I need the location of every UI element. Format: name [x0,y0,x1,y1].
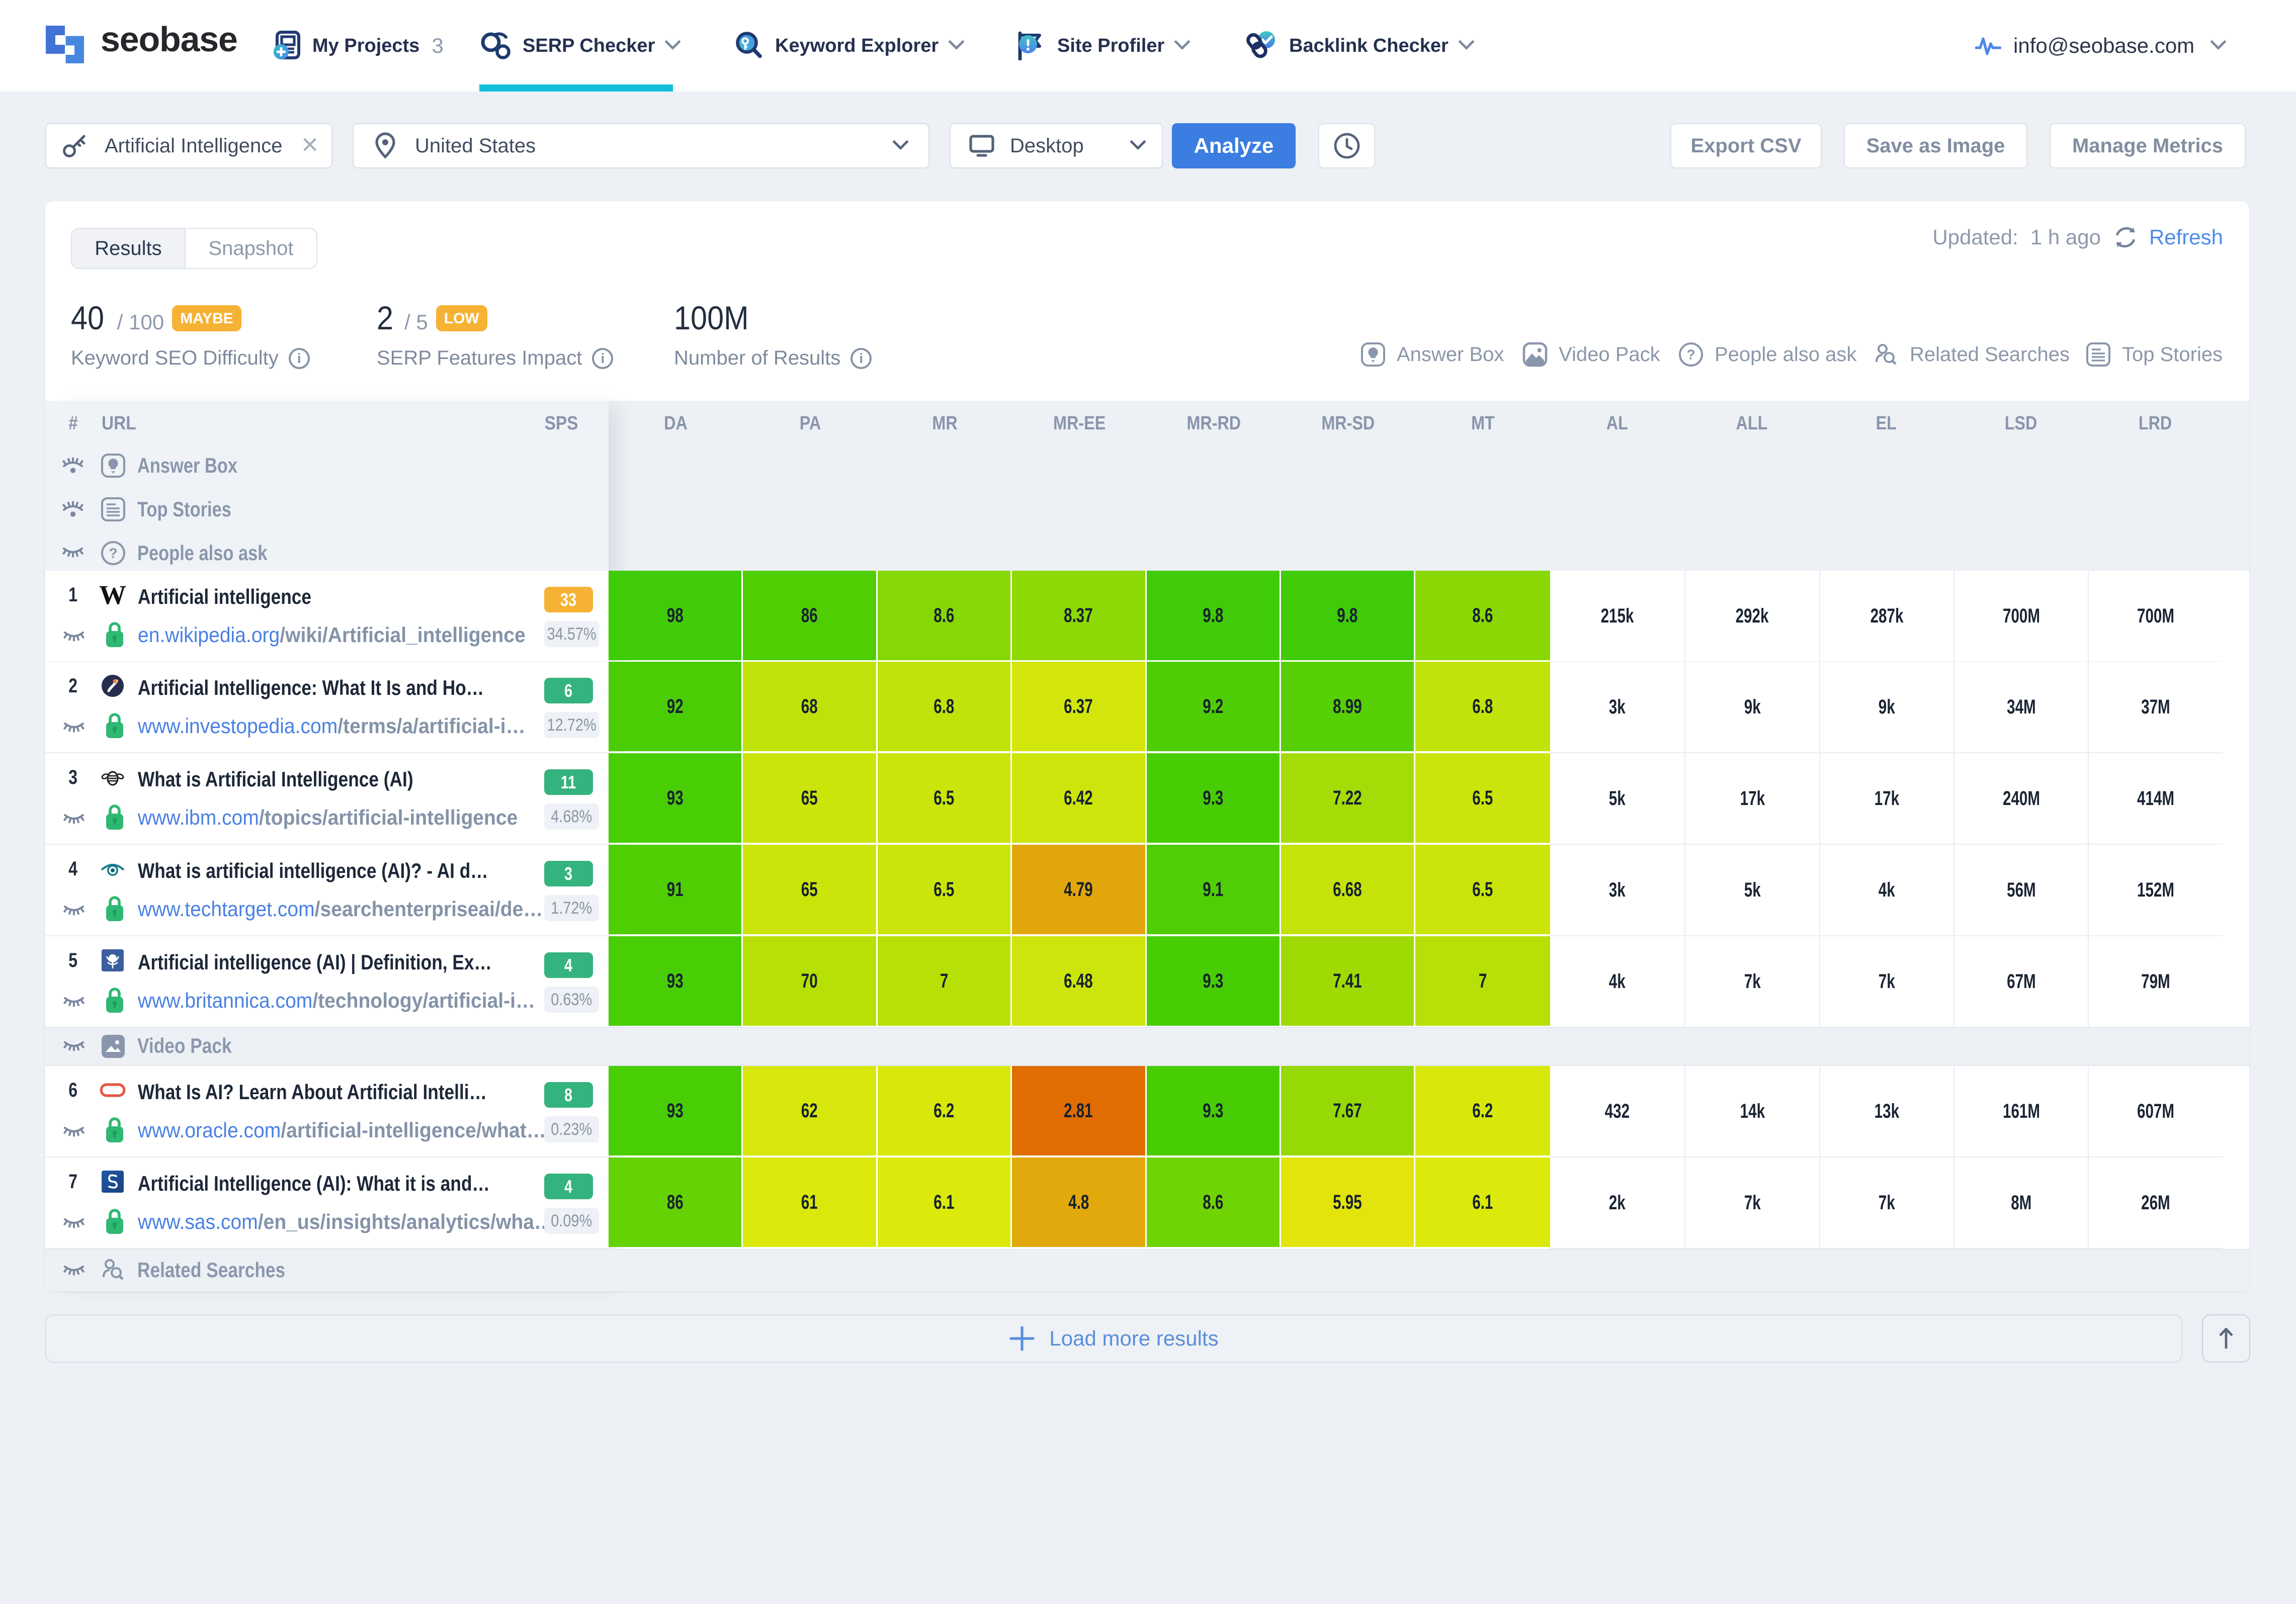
svg-text:?: ? [109,546,117,561]
svg-text:?: ? [1686,347,1695,363]
